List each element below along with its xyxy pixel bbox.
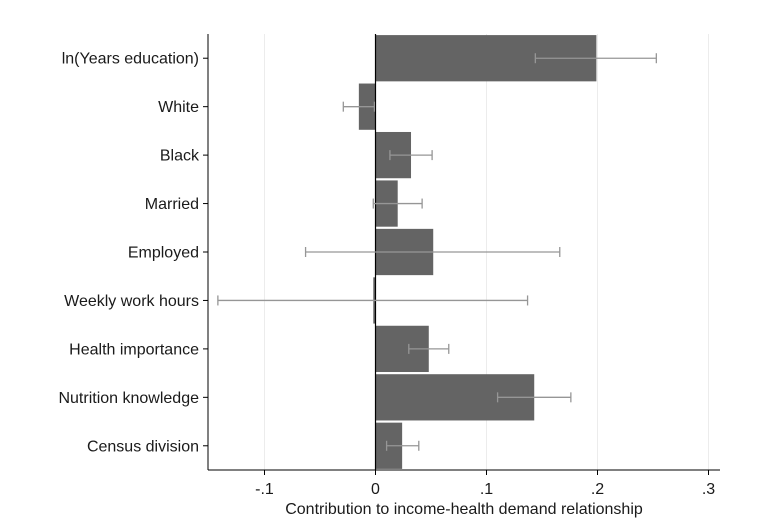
error-bar: [534, 53, 657, 64]
category-label: Health importance: [69, 341, 199, 358]
category-label: Census division: [87, 438, 199, 455]
error-bar: [342, 101, 376, 112]
category-label: Employed: [128, 245, 199, 262]
category-label: Married: [145, 196, 199, 213]
error-bar: [408, 343, 450, 354]
bars: [358, 35, 597, 469]
category-label: ln(Years education): [62, 51, 199, 68]
axes: [203, 34, 720, 475]
x-tick-labels: -.1 0 .1 .2 .3: [255, 481, 715, 498]
error-bar: [217, 295, 529, 306]
category-labels: ln(Years education) White Black Married Empl…: [58, 51, 200, 456]
x-tick-label: .1: [480, 481, 493, 498]
category-label: White: [158, 99, 199, 116]
x-tick-label: -.1: [255, 481, 274, 498]
category-label: Black: [160, 148, 200, 165]
error-bars: [217, 53, 657, 451]
x-axis-title: Contribution to income-health demand rel…: [285, 501, 643, 518]
error-bar: [304, 247, 561, 257]
error-bar: [496, 392, 572, 403]
error-bar: [389, 150, 433, 161]
category-label: Weekly work hours: [64, 293, 199, 310]
x-tick-label: .2: [591, 481, 604, 498]
error-bar: [385, 440, 420, 451]
x-tick-label: .3: [702, 481, 715, 498]
x-tick-label: 0: [371, 481, 380, 498]
error-bar: [372, 198, 423, 209]
category-label: Nutrition knowledge: [58, 390, 199, 407]
